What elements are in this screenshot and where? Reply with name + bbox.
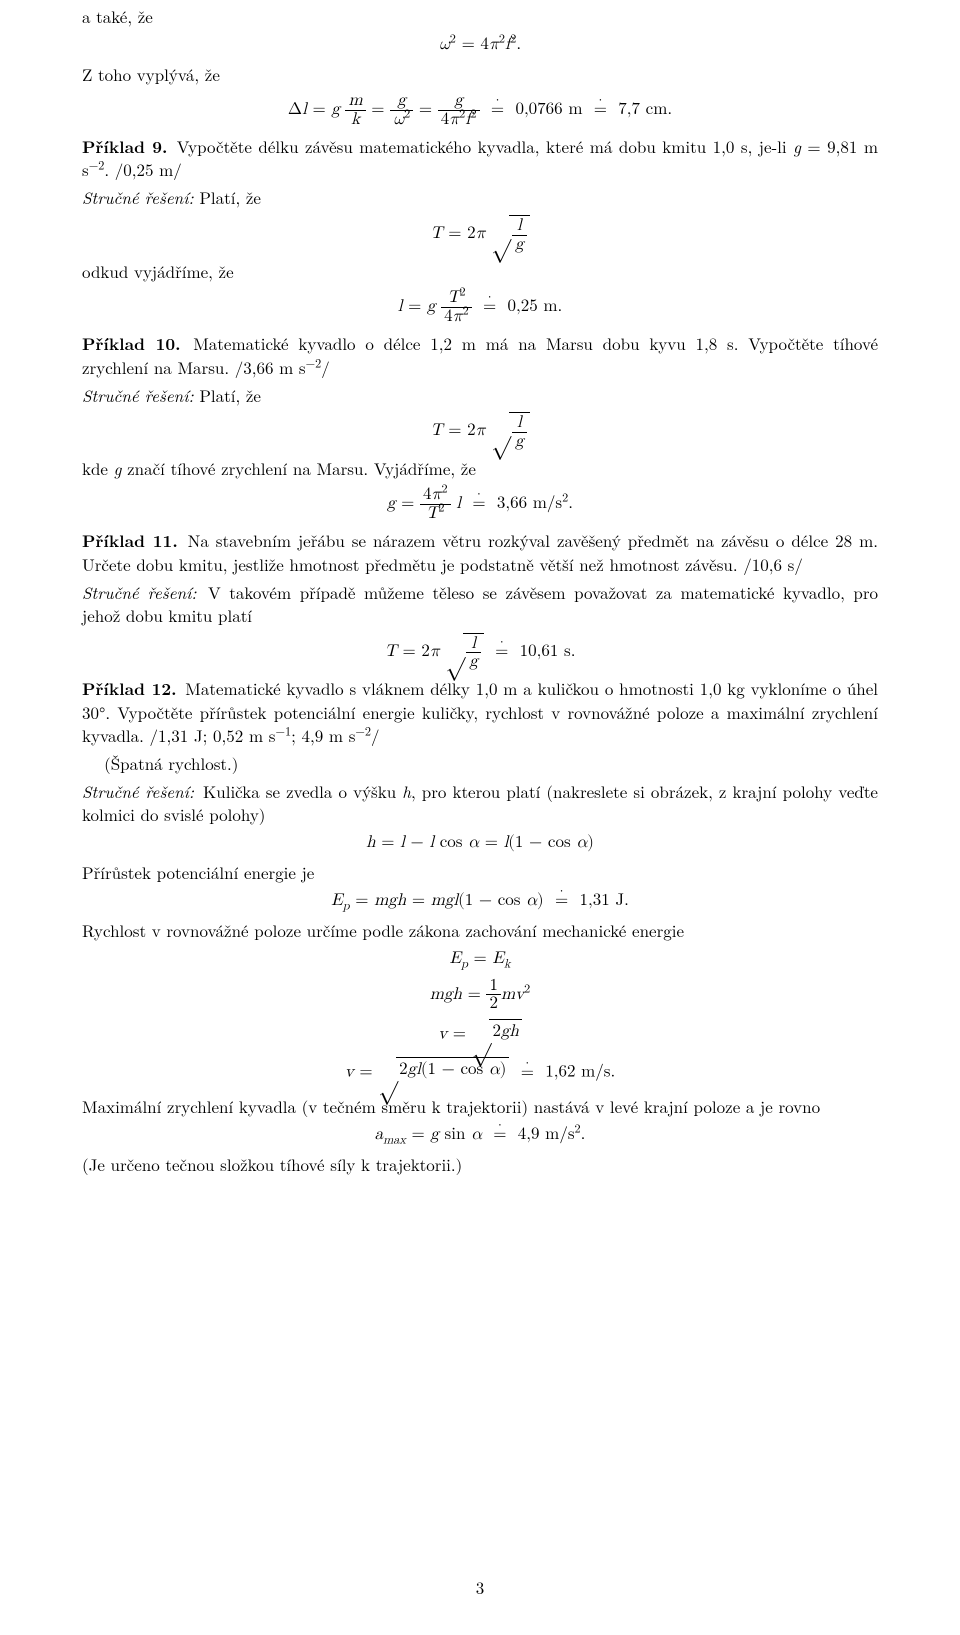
formula-h: h = l − l cos α = l(1 − cos α) [82,832,878,855]
formula-Ep: Ep = mgh = mgl(1 − cos α) = 1,31 J. [82,890,878,913]
strucne-2: Stručné řešení: Platí, že [82,384,878,407]
text-kde-g: kde g značí tíhové zrychlení na Marsu. V… [82,457,878,480]
page-content: a také, že ω2 = 4π2f2. Z toho vyplývá, ž… [0,5,960,1635]
spatna-rychlost: (Špatná rychlost.) [82,752,878,775]
formula-omega: ω2 = 4π2f2. [82,34,878,57]
priklad-12: Příklad 12. Matematické kyvadlo s vlákne… [82,677,878,747]
strucne-1: Stručné řešení: Platí, že [82,186,878,209]
formula-v2: v = 2gl(1 − cos α) = 1,62 m/s. [82,1057,878,1089]
formula-mgh: mgh = 12mv2 [82,977,878,1014]
text-maximalni: Maximální zrychlení kyvadla (v tečném sm… [82,1095,878,1118]
text-prirustek: Přírůstek potenciální energie je [82,861,878,884]
formula-T-2: T = 2π lg [82,412,878,451]
formula-delta-l: Δl = g mk = gω2 = g4π2f2 = 0,0766 m = 7,… [82,92,878,129]
priklad-11-label: Příklad 11. [82,529,178,553]
strucne-4: Stručné řešení: Kulička se zvedla o výšk… [82,780,878,826]
page-number: 3 [0,1576,960,1599]
priklad-10-label: Příklad 10. [82,332,181,356]
text-rychlost: Rychlost v rovnovážné poloze určíme podl… [82,919,878,942]
formula-g: g = 4π2T2 l = 3,66 m/s2. [82,486,878,523]
text-odkud: odkud vyjádříme, že [82,260,878,283]
plati-ze: Platí, že [194,185,261,209]
text-z-toho: Z toho vyplývá, že [82,63,878,86]
priklad-10: Příklad 10. Matematické kyvadlo o délce … [82,332,878,379]
priklad-12-label: Příklad 12. [82,677,177,701]
priklad-11: Příklad 11. Na stavebním jeřábu se náraz… [82,529,878,576]
strucne-label: Stručné řešení: [82,185,194,209]
formula-T-1: T = 2π lg [82,215,878,254]
strucne-3: Stručné řešení: V takovém případě můžeme… [82,581,878,627]
text-je-urceno: (Je určeno tečnou složkou tíhové síly k … [82,1153,878,1176]
formula-l: l = g T24π2 = 0,25 m. [82,289,878,326]
formula-amax: amax = g sin α = 4,9 m/s2. [82,1124,878,1147]
formula-T-3: T = 2π lg = 10,61 s. [82,633,878,672]
priklad-9: Příklad 9. Vypočtěte délku závěsu matema… [82,135,878,182]
text-a-take: a také, že [82,5,878,28]
formula-EpEk: Ep = Ek [82,948,878,971]
formula-v1: v = 2gh [82,1019,878,1051]
